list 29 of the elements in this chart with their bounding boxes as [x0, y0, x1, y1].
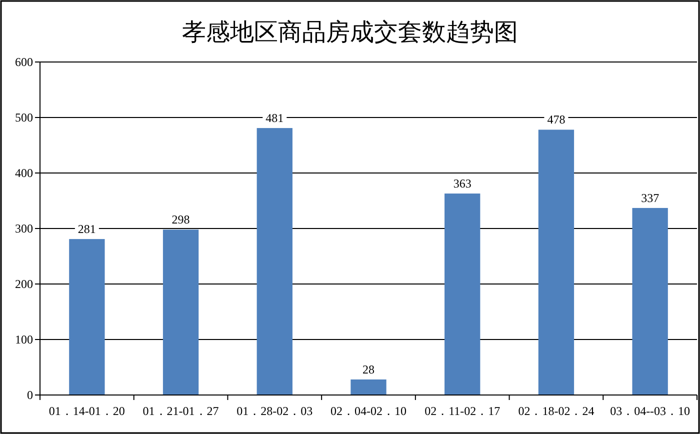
data-label: 363 [453, 176, 472, 191]
bar [69, 239, 105, 395]
data-label: 337 [641, 190, 660, 205]
x-tick-label: 02．18-02．24 [518, 404, 594, 418]
y-tick-label: 400 [15, 166, 33, 180]
y-tick-label: 200 [15, 277, 33, 291]
data-label: 28 [362, 362, 374, 376]
data-label: 281 [78, 222, 96, 236]
x-tick-label: 01．14-01．20 [48, 404, 125, 418]
chart-title: 孝感地区商品房成交套数趋势图 [182, 19, 518, 46]
data-label: 481 [266, 111, 284, 126]
y-tick-label: 300 [15, 222, 33, 236]
y-tick-label: 500 [15, 110, 33, 124]
bar [162, 230, 199, 395]
x-tick-label: 01．28-02．03 [236, 404, 313, 418]
data-label: 298 [172, 212, 190, 227]
x-tick-label: 01．21-01．27 [142, 404, 219, 418]
bar [632, 208, 668, 395]
y-tick-label: 100 [15, 332, 33, 346]
x-tick-label: 02．04-02．10 [330, 404, 406, 418]
data-label: 478 [547, 112, 566, 127]
bar [444, 194, 480, 395]
y-tick-label: 0 [27, 388, 33, 402]
bar [256, 128, 292, 395]
bar [538, 130, 574, 395]
x-tick-label: 02．11-02．17 [424, 404, 500, 418]
y-tick-label: 600 [15, 55, 33, 69]
x-tick-label: 03．04--03．10 [610, 404, 690, 418]
bar [350, 379, 386, 395]
